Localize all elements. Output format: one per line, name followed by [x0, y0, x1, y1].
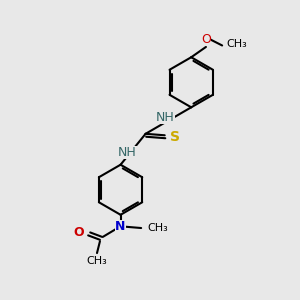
Text: O: O [202, 33, 212, 46]
Text: N: N [116, 220, 126, 233]
Text: S: S [170, 130, 180, 144]
Text: NH: NH [156, 111, 175, 124]
Text: NH: NH [118, 146, 136, 159]
Text: CH₃: CH₃ [87, 256, 107, 266]
Text: O: O [74, 226, 84, 239]
Text: CH₃: CH₃ [147, 223, 168, 233]
Text: CH₃: CH₃ [226, 39, 247, 49]
